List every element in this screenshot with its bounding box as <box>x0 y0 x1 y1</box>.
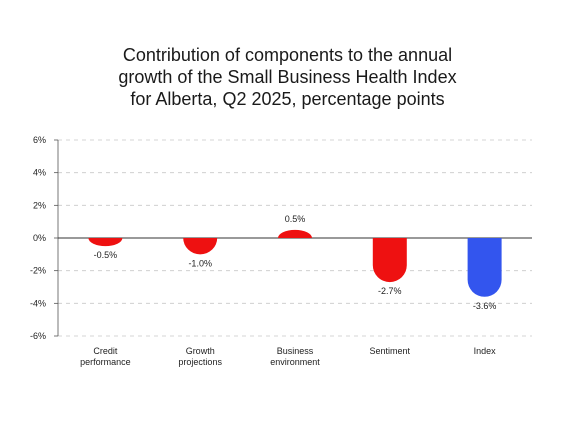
data-label: -3.6% <box>473 301 497 311</box>
category-label: Growth projections <box>178 346 222 367</box>
data-label: 0.5% <box>285 214 306 224</box>
category-label: Index <box>474 346 497 356</box>
chart-title-line-2: growth of the Small Business Health Inde… <box>118 67 457 87</box>
y-tick-label: 4% <box>33 168 46 178</box>
bar <box>278 229 312 238</box>
y-tick-label: 6% <box>33 135 46 145</box>
category-label: Business environment <box>270 346 320 367</box>
chart-title: Contribution of components to the annual… <box>0 44 575 110</box>
gridlines <box>58 139 532 337</box>
category-label: Credit performance <box>80 346 131 367</box>
bar <box>88 238 123 247</box>
chart-title-line-3: for Alberta, Q2 2025, percentage points <box>130 89 445 109</box>
y-tick-label: -6% <box>30 331 46 341</box>
bar <box>467 238 502 297</box>
chart-title-line-1: Contribution of components to the annual <box>122 45 453 65</box>
y-tick-label: 0% <box>33 233 46 243</box>
y-tick-label: 2% <box>33 200 46 210</box>
bar <box>372 238 407 283</box>
category-label: Sentiment <box>370 346 411 356</box>
category-labels: Credit performance Growth projections Busine… <box>80 346 496 367</box>
data-label: -2.7% <box>378 286 402 296</box>
data-label: -1.0% <box>188 258 212 268</box>
data-labels: -0.5% -1.0% 0.5% -2.7% -3.6% <box>94 214 497 311</box>
bar <box>183 238 218 255</box>
y-tick-label: -2% <box>30 266 46 276</box>
data-label: -0.5% <box>94 250 118 260</box>
y-tick-label: -4% <box>30 298 46 308</box>
bars <box>88 229 502 297</box>
